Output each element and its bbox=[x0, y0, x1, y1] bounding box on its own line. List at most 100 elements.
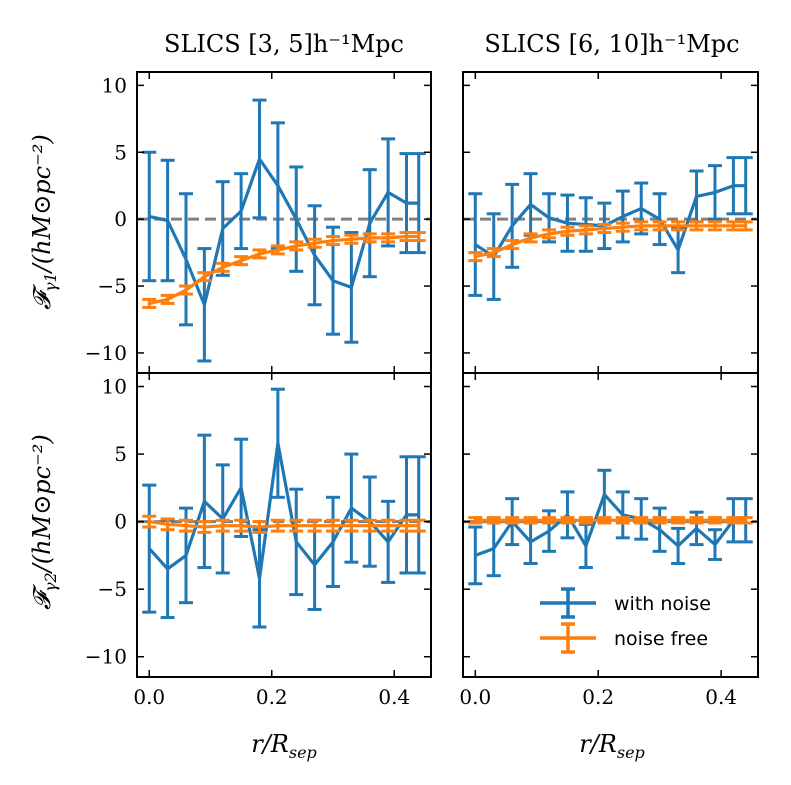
noisy-errorbar bbox=[468, 192, 483, 297]
clean-errorbar bbox=[486, 516, 501, 525]
clean-errorbar bbox=[252, 520, 267, 534]
clean-errorbar bbox=[270, 518, 285, 533]
noisy-errorbar bbox=[252, 98, 267, 220]
clean-errorbar bbox=[234, 518, 249, 533]
noisy-errorbar bbox=[160, 158, 175, 283]
clean-errorbar bbox=[307, 237, 322, 249]
clean-line bbox=[149, 520, 419, 529]
clean-errorbar bbox=[726, 516, 741, 525]
legend-clean-label: noise free bbox=[614, 628, 708, 650]
xlabel-right: r/Rsep bbox=[579, 730, 645, 762]
clean-errorbar bbox=[289, 518, 304, 533]
clean-errorbar bbox=[597, 223, 612, 235]
clean-errorbar bbox=[381, 232, 396, 244]
noisy-series bbox=[468, 468, 753, 586]
legend-noisy-label: with noise bbox=[614, 593, 711, 615]
clean-errorbar bbox=[411, 518, 426, 533]
clean-errorbar bbox=[652, 516, 667, 525]
clean-errorbar bbox=[707, 220, 722, 232]
noisy-errorbar bbox=[326, 495, 340, 588]
noisy-errorbar bbox=[307, 518, 322, 611]
legend: with noise noise free bbox=[540, 587, 711, 654]
legend-clean-marker bbox=[540, 622, 596, 654]
noisy-errorbar bbox=[142, 483, 157, 614]
panel-g2-6-10: 0.0 0.2 0.4 bbox=[459, 372, 759, 709]
y-tick-label: 0 bbox=[114, 510, 127, 534]
noisy-errorbar bbox=[738, 156, 753, 216]
noisy-errorbar bbox=[523, 518, 538, 566]
panel-g2-3-5: −10 −5 0 5 10 0.0 0.2 0.4 bbox=[85, 372, 432, 709]
y-tick-label: 0 bbox=[114, 207, 127, 231]
clean-errorbar bbox=[689, 516, 704, 525]
x-tick-label: 0.4 bbox=[378, 685, 410, 709]
noisy-errorbar bbox=[344, 452, 359, 564]
noisy-line bbox=[148, 157, 419, 307]
noisy-errorbar bbox=[381, 137, 396, 248]
clean-errorbar bbox=[738, 516, 753, 525]
clean-errorbar bbox=[362, 232, 377, 244]
clean-errorbar bbox=[344, 233, 359, 245]
noisy-errorbar bbox=[523, 172, 538, 237]
panel-g1-3-5: −10 −5 0 5 10 bbox=[85, 71, 432, 374]
noisy-errorbar bbox=[560, 193, 575, 253]
clean-errorbar bbox=[523, 232, 538, 244]
y-tick-label: 10 bbox=[102, 375, 127, 399]
noisy-line bbox=[474, 184, 746, 259]
noisy-errorbar bbox=[671, 526, 686, 566]
clean-errorbar bbox=[179, 284, 193, 296]
clean-errorbar bbox=[738, 220, 753, 232]
clean-errorbar bbox=[411, 231, 426, 243]
clean-errorbar bbox=[270, 244, 285, 256]
clean-errorbar bbox=[468, 516, 483, 525]
clean-errorbar bbox=[652, 220, 667, 232]
x-tick-label: 0.2 bbox=[582, 685, 614, 709]
panel-frame bbox=[136, 372, 432, 678]
y-tick-label: −10 bbox=[85, 341, 127, 365]
clean-errorbar bbox=[142, 297, 157, 309]
clean-errorbar bbox=[671, 516, 686, 525]
ylabel-bottom: 𝓕γ2/(hM⊙pc⁻²) bbox=[28, 434, 60, 610]
noisy-errorbar bbox=[234, 172, 249, 251]
noisy-errorbar bbox=[707, 528, 722, 561]
clean-errorbar bbox=[578, 516, 593, 525]
y-tick-label: −10 bbox=[85, 645, 127, 669]
noisy-errorbar bbox=[652, 506, 667, 553]
clean-errorbar bbox=[234, 255, 249, 267]
clean-errorbar bbox=[542, 228, 557, 240]
clean-errorbar bbox=[160, 293, 175, 305]
x-tick-label: 0.0 bbox=[459, 685, 491, 709]
col-title-left: SLICS [3, 5]h⁻¹Mpc bbox=[164, 30, 404, 58]
xlabel-left: r/Rsep bbox=[251, 730, 317, 762]
clean-errorbar bbox=[689, 220, 704, 232]
clean-errorbar bbox=[326, 518, 340, 533]
noisy-errorbar bbox=[362, 168, 377, 279]
noisy-series bbox=[468, 156, 753, 301]
clean-line bbox=[474, 224, 746, 259]
clean-series bbox=[142, 231, 426, 309]
clean-errorbar bbox=[597, 516, 612, 525]
noisy-errorbar bbox=[726, 156, 741, 216]
y-tick-label: 5 bbox=[114, 140, 127, 164]
noisy-errorbar bbox=[468, 525, 483, 586]
panels: −10 −5 0 5 10 −10 −5 0 5 10 0.0 0.2 0.4 0.0 0.2 0.4 bbox=[85, 71, 759, 709]
noisy-errorbar bbox=[486, 520, 501, 578]
noisy-errorbar bbox=[270, 121, 285, 251]
noisy-errorbar bbox=[652, 192, 667, 247]
clean-errorbar bbox=[505, 516, 520, 525]
x-tick-label: 0.0 bbox=[133, 685, 165, 709]
ylabel-top: 𝓕γ1/(hM⊙pc⁻²) bbox=[28, 134, 60, 310]
clean-errorbar bbox=[326, 235, 340, 247]
clean-errorbar bbox=[215, 518, 230, 533]
clean-errorbar bbox=[560, 225, 575, 237]
noisy-errorbar bbox=[215, 180, 230, 277]
noisy-errorbar bbox=[289, 487, 304, 597]
clean-errorbar bbox=[578, 224, 593, 236]
col-title-right: SLICS [6, 10]h⁻¹Mpc bbox=[484, 30, 739, 58]
clean-series bbox=[142, 514, 426, 534]
clean-errorbar bbox=[671, 220, 686, 232]
panel-g1-6-10 bbox=[462, 71, 759, 374]
clean-errorbar bbox=[542, 516, 557, 525]
noisy-errorbar bbox=[399, 455, 414, 575]
clean-errorbar bbox=[399, 518, 414, 533]
y-tick-label: 5 bbox=[114, 442, 127, 466]
